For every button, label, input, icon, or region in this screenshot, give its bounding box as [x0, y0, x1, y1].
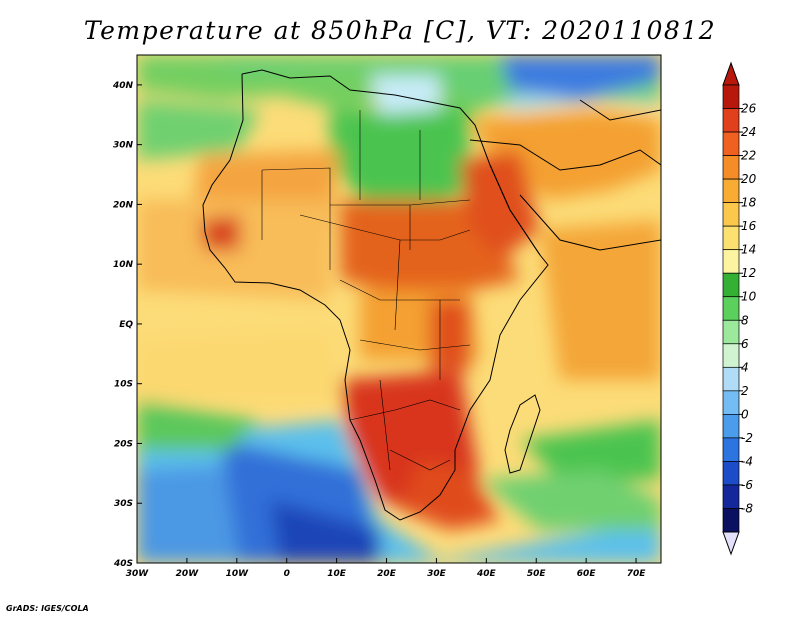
colorbar-label: -6	[741, 478, 753, 492]
colorbar-segment	[722, 108, 740, 133]
colorbar-label: 12	[741, 266, 756, 280]
lon-tick-label: 60E	[577, 569, 597, 579]
colorbar-label: 2	[741, 384, 749, 398]
colorbar-segment	[722, 319, 740, 345]
lon-tick-label: 30E	[427, 569, 447, 579]
lat-tick-label: 30S	[114, 499, 133, 509]
country-borders	[261, 110, 471, 471]
lon-tick-label: 0	[284, 569, 290, 579]
colorbar-segment	[722, 155, 740, 180]
map-frame	[136, 54, 662, 564]
colorbar-label: -4	[741, 454, 753, 468]
colorbar-segment	[722, 131, 740, 156]
colorbar-bottom-arrow	[722, 531, 740, 556]
colorbar-label: 14	[741, 243, 756, 257]
colorbar-segment	[722, 414, 740, 439]
colorbar-segment	[722, 366, 740, 392]
colorbar-label: 26	[741, 102, 757, 116]
lon-tick-label: 10W	[226, 569, 250, 579]
colorbar-label: 22	[741, 149, 756, 163]
lon-tick-label: 10E	[327, 569, 347, 579]
colorbar-segment	[722, 484, 740, 509]
lon-tick-label: 40E	[476, 569, 497, 579]
lat-tick-label: 10N	[113, 260, 134, 270]
colorbar-segment	[722, 178, 740, 203]
colorbar-label: 18	[741, 196, 757, 210]
lat-tick-label: 20N	[113, 200, 134, 210]
colorbar-segment	[722, 508, 740, 533]
colorbar-segment	[722, 202, 740, 227]
colorbar-label: -2	[741, 431, 753, 445]
lon-tick-label: 50E	[527, 569, 547, 579]
colorbar-label: 4	[741, 360, 749, 374]
colorbar-label: 24	[741, 125, 756, 139]
lat-tick-label: 40S	[113, 559, 133, 569]
colorbar-segment	[722, 84, 740, 109]
colorbar-segment	[722, 272, 740, 298]
colorbar-segment	[722, 390, 740, 415]
lon-tick-label: 70E	[627, 569, 647, 579]
lat-tick-label: EQ	[119, 320, 133, 330]
colorbar-segment	[722, 343, 740, 368]
lat-tick-label: 30N	[113, 141, 134, 151]
lon-tick-label: 30W	[126, 569, 150, 579]
lat-tick-label: 40N	[112, 81, 134, 91]
coastlines	[202, 69, 661, 521]
map-title: Temperature at 850hPa [C], VT: 202011081…	[83, 16, 717, 45]
lat-tick-label: 20S	[114, 439, 133, 449]
colorbar-segment	[722, 296, 740, 321]
lon-tick-label: 20E	[377, 569, 397, 579]
colorbar-segment	[722, 225, 740, 251]
lat-tick-label: 10S	[114, 380, 133, 390]
colorbar-segment	[722, 249, 740, 274]
colorbar-segment	[722, 461, 740, 486]
colorbar-top-arrow	[722, 61, 740, 86]
colorbar-label: 16	[741, 219, 757, 233]
credit-label: GrADS: IGES/COLA	[6, 604, 89, 613]
lon-tick-label: 20W	[176, 569, 200, 579]
colorbar-label: 10	[741, 290, 757, 304]
temperature-field	[137, 55, 661, 563]
axis-ticks: 30W 20W 10W 0 10E 20E 30E 40E 50E 60E 70E 40N 30N 20N…	[112, 81, 646, 579]
colorbar-label: 0	[741, 407, 749, 421]
colorbar-label: 6	[741, 337, 749, 351]
colorbar-segment	[722, 437, 740, 462]
colorbar-label: -8	[741, 501, 753, 515]
colorbar-label: 8	[741, 313, 749, 327]
colorbar-label: 20	[741, 172, 757, 186]
